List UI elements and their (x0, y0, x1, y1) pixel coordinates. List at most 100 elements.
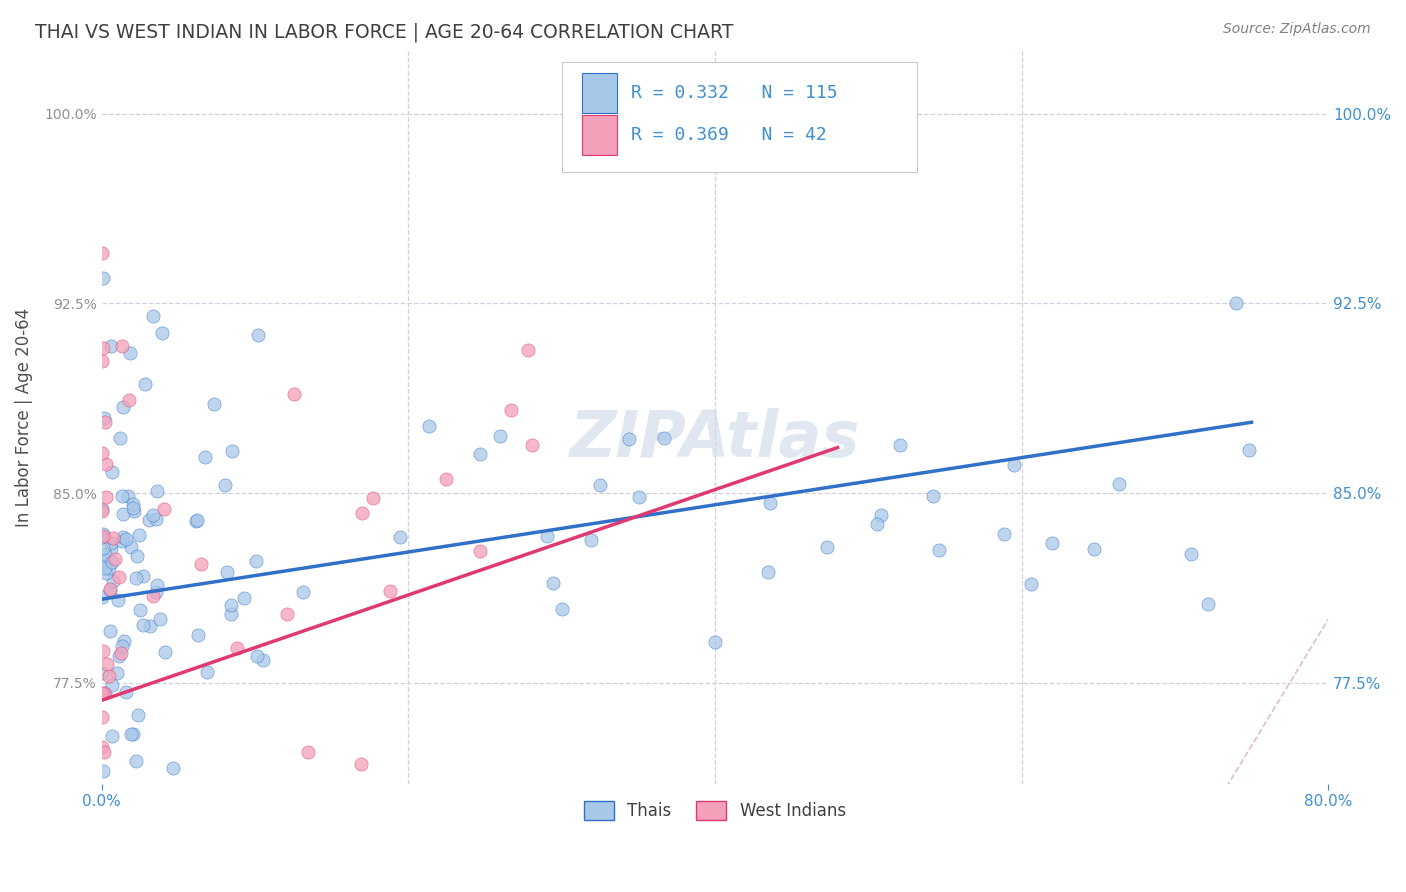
Point (252, 652, 274, 666)
Point (91, 686, 114, 700)
Point (134, 377, 156, 392)
Point (617, 433, 640, 447)
Point (110, 431, 132, 445)
Point (246, 649, 269, 664)
Point (219, 607, 242, 621)
Point (91, 541, 114, 556)
Point (468, 447, 491, 461)
Point (98, 561, 121, 575)
Point (138, 513, 160, 527)
Point (103, 574, 125, 588)
Point (1197, 597, 1219, 611)
Point (93, 410, 115, 425)
Point (389, 530, 412, 544)
Point (112, 401, 135, 415)
Point (90, 354, 112, 368)
Point (93, 548, 115, 562)
Y-axis label: In Labor Force | Age 20-64: In Labor Force | Age 20-64 (15, 308, 32, 527)
Point (91, 526, 114, 541)
Point (219, 598, 242, 612)
Point (96, 566, 118, 581)
Point (100, 729, 122, 743)
Point (131, 617, 153, 632)
Point (125, 754, 148, 768)
Point (90, 504, 112, 518)
Point (1040, 536, 1063, 550)
Point (922, 489, 945, 503)
Text: R = 0.369   N = 42: R = 0.369 N = 42 (631, 126, 827, 144)
Point (226, 640, 249, 655)
Text: R = 0.332   N = 115: R = 0.332 N = 115 (631, 84, 838, 103)
FancyBboxPatch shape (582, 115, 617, 155)
Point (517, 343, 540, 358)
Point (100, 339, 122, 353)
Point (91, 271, 114, 285)
Point (93, 415, 115, 429)
Point (468, 544, 491, 558)
Point (434, 472, 457, 486)
Point (815, 540, 838, 554)
Point (122, 504, 145, 518)
Point (349, 756, 371, 771)
Point (100, 535, 122, 549)
Point (107, 665, 129, 680)
Point (1002, 458, 1025, 472)
FancyBboxPatch shape (582, 73, 617, 113)
Point (118, 346, 141, 360)
Point (627, 490, 650, 504)
Point (153, 502, 176, 516)
Point (551, 601, 574, 615)
Point (104, 552, 127, 566)
Point (100, 555, 122, 569)
Point (100, 677, 122, 691)
Point (94, 457, 117, 471)
Point (127, 708, 149, 723)
Point (297, 745, 319, 759)
Point (91, 644, 114, 658)
Point (993, 526, 1015, 541)
Point (246, 328, 269, 343)
Point (541, 576, 564, 591)
Point (98, 582, 121, 597)
Point (184, 514, 207, 528)
Point (93, 745, 115, 759)
Point (91, 246, 114, 260)
Point (107, 592, 129, 607)
Point (129, 602, 152, 616)
Point (96, 657, 118, 671)
Text: Source: ZipAtlas.com: Source: ZipAtlas.com (1223, 22, 1371, 37)
Point (90, 710, 112, 724)
Point (91, 341, 114, 355)
Point (704, 635, 727, 649)
Point (111, 533, 134, 548)
Point (111, 339, 134, 353)
Point (589, 478, 612, 492)
Point (94, 560, 117, 574)
Point (90, 665, 112, 680)
Point (111, 489, 134, 503)
Point (1108, 477, 1130, 491)
Point (1083, 542, 1105, 557)
Point (149, 612, 172, 626)
Point (232, 591, 254, 606)
Point (499, 403, 522, 417)
Point (90, 590, 112, 604)
Point (128, 528, 150, 542)
Point (91, 446, 114, 460)
Point (121, 501, 143, 516)
Point (125, 571, 148, 585)
Point (93, 686, 115, 700)
Point (120, 727, 142, 741)
Point (153, 645, 176, 659)
Point (520, 438, 543, 452)
Point (150, 326, 173, 340)
Point (101, 531, 124, 545)
Point (190, 558, 212, 572)
Point (245, 554, 267, 568)
Point (121, 497, 143, 511)
Point (114, 685, 136, 699)
Point (928, 542, 950, 557)
Point (139, 619, 162, 633)
Point (90, 740, 112, 755)
Point (98, 624, 121, 639)
